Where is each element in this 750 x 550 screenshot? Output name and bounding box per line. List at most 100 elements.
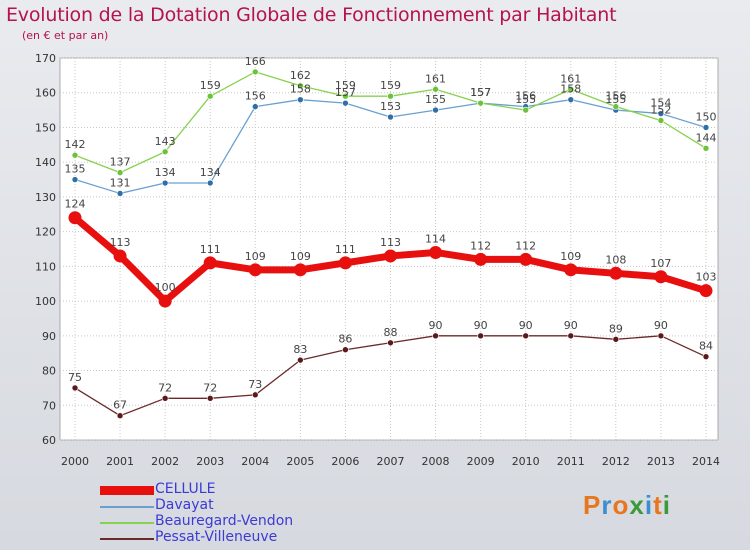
data-point — [342, 92, 349, 100]
data-point — [68, 211, 82, 225]
data-label: 73 — [248, 378, 262, 391]
data-point — [564, 263, 578, 277]
data-point — [293, 263, 307, 277]
y-tick-label: 160 — [35, 87, 56, 100]
legend-label: CELLULE — [155, 481, 216, 497]
chart-subtitle: (en € et par an) — [22, 29, 109, 42]
data-point — [387, 92, 394, 100]
data-point — [567, 85, 575, 93]
x-tick-label: 2001 — [106, 455, 134, 468]
logo-letter: r — [601, 490, 613, 520]
data-label: 137 — [110, 156, 131, 169]
data-label: 162 — [290, 69, 311, 82]
data-label: 83 — [293, 343, 307, 356]
data-point — [158, 294, 172, 308]
data-point — [297, 96, 304, 103]
data-label: 157 — [335, 86, 356, 99]
data-label: 124 — [65, 198, 86, 211]
x-tick-label: 2012 — [602, 455, 630, 468]
data-label: 90 — [519, 319, 533, 332]
data-label: 75 — [68, 371, 82, 384]
data-point — [612, 335, 620, 343]
data-point — [71, 176, 79, 183]
legend-label: Pessat-Villeneuve — [155, 529, 278, 545]
data-label: 84 — [699, 340, 713, 353]
data-point — [387, 339, 394, 347]
data-label: 112 — [515, 239, 536, 252]
data-point — [522, 332, 530, 340]
plot-area — [59, 57, 719, 441]
x-tick-label: 2010 — [512, 455, 540, 468]
x-tick-label: 2014 — [692, 455, 720, 468]
data-point — [477, 99, 484, 107]
x-tick-label: 2008 — [422, 455, 450, 468]
y-tick-label: 110 — [35, 260, 56, 273]
logo-letter: i — [662, 490, 671, 520]
data-label: 134 — [200, 166, 221, 179]
data-point — [206, 179, 214, 187]
data-label: 143 — [155, 135, 176, 148]
data-point — [387, 113, 394, 121]
legend-item: Pessat-Villeneuve — [100, 529, 360, 547]
data-label: 72 — [158, 381, 172, 394]
data-label: 86 — [338, 333, 352, 346]
y-tick-label: 140 — [35, 156, 56, 169]
y-tick-label: 60 — [42, 434, 56, 447]
data-label: 158 — [290, 83, 311, 96]
data-point — [161, 179, 169, 187]
data-label: 161 — [560, 72, 581, 85]
data-label: 131 — [110, 176, 131, 189]
data-point — [702, 353, 710, 360]
data-label: 154 — [650, 97, 671, 110]
data-point — [206, 395, 214, 402]
data-point — [161, 395, 169, 402]
data-label: 107 — [650, 257, 671, 270]
y-tick-label: 90 — [42, 330, 56, 343]
logo-letter: t — [653, 490, 663, 520]
data-point — [702, 144, 710, 152]
data-label: 113 — [380, 236, 401, 249]
data-point — [567, 332, 575, 340]
logo-letter: x — [629, 490, 645, 520]
x-tick-label: 2009 — [467, 455, 495, 468]
legend-item: Beauregard-Vendon — [100, 513, 360, 531]
data-label: 161 — [425, 72, 446, 85]
data-label: 72 — [203, 381, 217, 394]
series-cellule — [68, 211, 713, 308]
data-point — [612, 103, 620, 110]
logo-letter: i — [644, 490, 654, 520]
data-point — [342, 346, 349, 354]
data-label: 159 — [335, 79, 356, 92]
legend-swatch — [100, 522, 154, 524]
data-label: 156 — [605, 90, 626, 103]
data-label: 100 — [155, 281, 176, 294]
data-label: 109 — [560, 250, 581, 263]
data-label: 159 — [200, 79, 221, 92]
legend-label: Davayat — [155, 497, 214, 513]
data-label: 156 — [515, 90, 536, 103]
legend-item: Davayat — [100, 497, 360, 515]
legend-item: CELLULE — [100, 481, 360, 499]
data-point — [116, 412, 124, 419]
data-label: 109 — [290, 250, 311, 263]
data-label: 155 — [515, 93, 536, 106]
data-point — [251, 103, 259, 110]
data-point — [522, 106, 530, 114]
data-label: 156 — [245, 90, 266, 103]
series-pessat-villeneuve — [71, 332, 710, 419]
data-point — [206, 92, 214, 100]
data-label: 111 — [335, 243, 356, 256]
logo-letter: o — [612, 490, 630, 520]
chart-title: Evolution de la Dotation Globale de Fonc… — [6, 4, 617, 26]
data-point — [116, 190, 124, 197]
proxiti-logo: Proxiti — [583, 490, 671, 521]
data-point — [474, 252, 488, 266]
data-label: 103 — [695, 271, 716, 284]
data-label: 159 — [380, 79, 401, 92]
data-point — [113, 249, 127, 263]
data-label: 155 — [605, 93, 626, 106]
data-point — [657, 332, 665, 340]
y-tick-label: 170 — [35, 52, 56, 65]
data-label: 113 — [110, 236, 131, 249]
